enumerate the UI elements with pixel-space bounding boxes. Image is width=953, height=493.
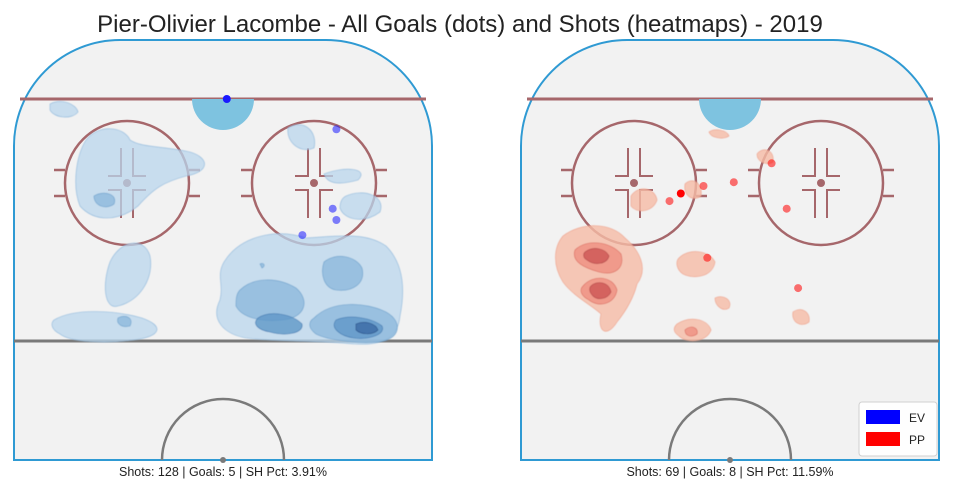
goal-marker-pp-6	[782, 204, 791, 213]
goal-marker-ev-5	[332, 216, 341, 224]
rink-panel-ev	[13, 39, 433, 463]
legend-swatch-pp	[866, 432, 900, 446]
goal-marker-pp-2	[665, 197, 674, 206]
center-circle	[667, 397, 793, 461]
goal-marker-pp-5	[767, 159, 776, 168]
goal-marker-ev-4	[298, 231, 307, 240]
goal-marker-pp-4	[729, 178, 738, 187]
goal-marker-pp-3	[699, 182, 708, 190]
goal-marker-pp-1	[676, 189, 685, 198]
shot-heatmap-pp	[555, 129, 810, 342]
center-circle	[160, 397, 286, 461]
goal-markers-ev	[222, 95, 341, 240]
caption-ev: Shots: 128 | Goals: 5 | SH Pct: 3.91%	[119, 465, 327, 479]
legend-swatch-ev	[866, 410, 900, 424]
chart-title: Pier-Olivier Lacombe - All Goals (dots) …	[97, 11, 823, 38]
goal-marker-ev-3	[328, 204, 337, 213]
shot-heatmap-ev	[49, 101, 403, 345]
caption-pp: Shots: 69 | Goals: 8 | SH Pct: 11.59%	[626, 465, 833, 479]
center-dot	[727, 457, 733, 463]
legend: EV PP	[858, 401, 938, 457]
legend-label-pp: PP	[909, 433, 925, 447]
goal-crease	[699, 99, 761, 130]
goal-marker-ev-2	[332, 125, 341, 134]
faceoff-circle-right	[748, 119, 894, 247]
goal-marker-pp-8	[794, 284, 803, 293]
goal-marker-ev-1	[222, 95, 231, 103]
rink-panel-pp: EV PP	[520, 39, 940, 463]
legend-label-ev: EV	[909, 411, 925, 425]
goal-marker-pp-7	[703, 253, 712, 262]
center-dot	[220, 457, 226, 463]
goal-markers-pp	[665, 159, 803, 293]
goal-crease	[192, 99, 254, 130]
